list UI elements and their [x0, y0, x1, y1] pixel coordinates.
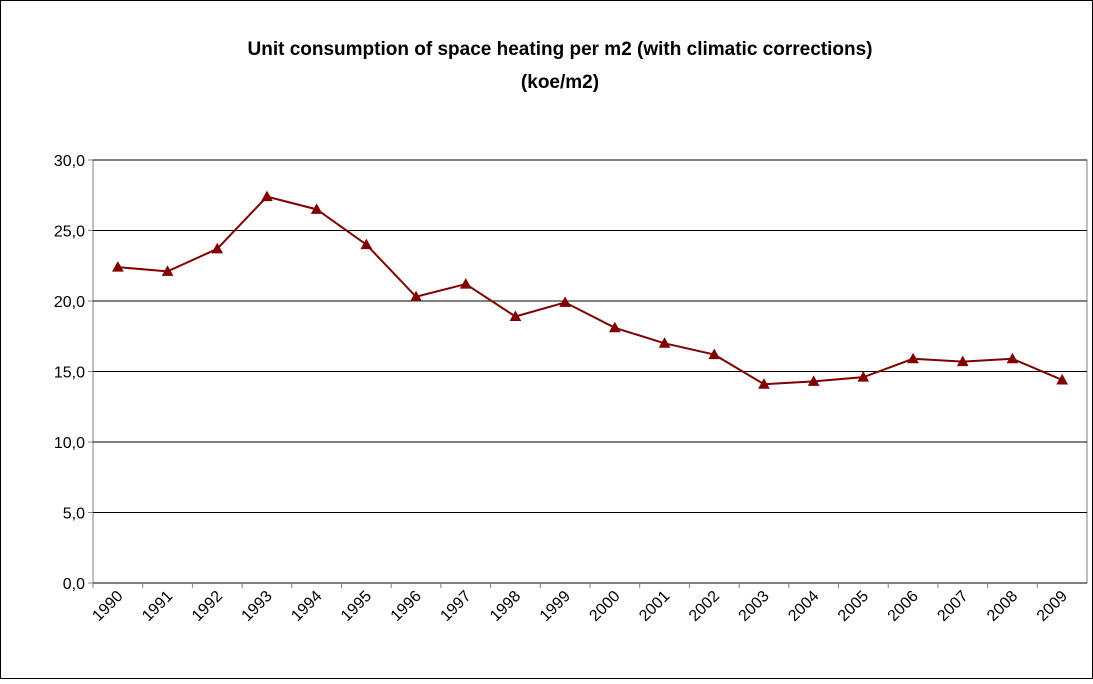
marker: [1006, 352, 1019, 364]
marker: [807, 375, 820, 386]
marker: [261, 190, 273, 202]
y-tick-label: 30,0: [54, 153, 85, 170]
marker: [708, 348, 721, 360]
y-tick-label: 10,0: [54, 435, 85, 452]
marker: [907, 352, 919, 364]
marker: [559, 296, 571, 307]
marker: [956, 355, 969, 367]
chart-title: Unit consumption of space heating per m2…: [248, 39, 873, 60]
y-tick-label: 15,0: [54, 365, 85, 382]
y-tick-label: 25,0: [54, 224, 85, 241]
marker: [161, 265, 174, 276]
marker: [1056, 373, 1068, 385]
y-tick-label: 5,0: [63, 506, 85, 523]
marker: [658, 337, 671, 348]
marker: [459, 278, 472, 289]
y-tick-label: 20,0: [54, 294, 85, 311]
marker: [758, 378, 770, 389]
marker: [112, 261, 124, 272]
y-tick-label: 0,0: [63, 576, 85, 593]
marker: [609, 321, 621, 333]
marker: [857, 371, 870, 382]
series-line: [117, 195, 1063, 386]
marker: [360, 238, 373, 250]
marker: [509, 310, 522, 322]
chart-subtitle: (koe/m2): [521, 72, 599, 93]
marker: [410, 290, 422, 302]
marker: [211, 242, 224, 254]
marker: [310, 203, 323, 214]
